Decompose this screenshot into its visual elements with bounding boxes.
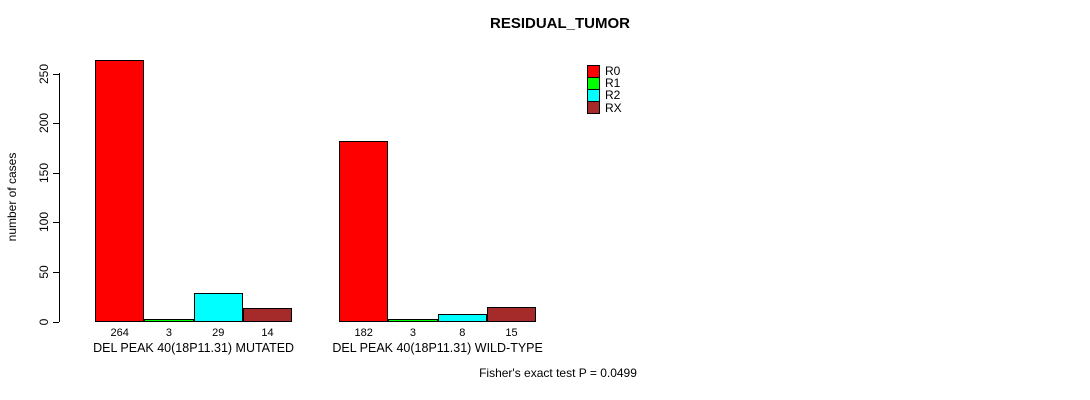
legend-label: R1	[605, 76, 621, 91]
legend-item-rx: RX	[587, 100, 622, 115]
bar-value-label: 3	[409, 327, 416, 339]
bar-value-label: 3	[165, 327, 172, 339]
y-axis-tick	[53, 222, 59, 224]
bar-r2-group1	[193, 292, 243, 323]
y-axis-tick-label: 50	[37, 265, 51, 279]
bar-value-label: 29	[212, 327, 225, 339]
y-axis-tick-label: 200	[37, 113, 51, 134]
bar-r2-group2	[437, 313, 487, 323]
legend-label: RX	[605, 100, 622, 115]
bar-value-label: 264	[110, 327, 129, 339]
chart-title: RESIDUAL_TUMOR	[489, 15, 631, 32]
y-axis-tick	[53, 271, 59, 273]
y-axis-tick-label: 150	[37, 162, 51, 183]
legend-swatch-rx	[587, 101, 600, 115]
bar-value-label: 8	[459, 327, 466, 339]
legend-swatch-r2	[587, 88, 600, 102]
category-label-group2: DEL PEAK 40(18P11.31) WILD-TYPE	[332, 341, 543, 355]
y-axis-tick	[53, 73, 59, 75]
y-axis-label: number of cases	[5, 152, 19, 242]
bar-rx-group2	[486, 306, 537, 323]
bar-r1-group1	[144, 318, 194, 323]
legend: R0 R1 R2 RX	[587, 64, 622, 115]
y-axis-tick	[53, 172, 59, 174]
bar-r1-group2	[388, 318, 438, 323]
bar-value-label: 182	[354, 327, 373, 339]
legend-label: R2	[605, 88, 621, 103]
bar-value-label: 14	[261, 327, 274, 339]
bar-r0-group1	[95, 59, 145, 323]
y-axis-tick-label: 250	[37, 63, 51, 84]
y-axis-tick-label: 100	[37, 212, 51, 233]
annotation-text: Fisher's exact test P = 0.0499	[479, 366, 637, 380]
bar-rx-group1	[242, 307, 293, 323]
legend-label: R0	[605, 64, 621, 79]
bar-r0-group2	[339, 140, 389, 323]
legend-swatch-r0	[587, 64, 600, 78]
y-axis-tick-label: 0	[37, 318, 51, 325]
category-label-group1: DEL PEAK 40(18P11.31) MUTATED	[93, 341, 295, 355]
legend-item-r2: R2	[587, 88, 622, 103]
y-axis-line	[59, 73, 60, 322]
bar-value-label: 15	[505, 327, 518, 339]
y-axis-tick	[53, 321, 59, 323]
y-axis-tick	[53, 123, 59, 125]
legend-swatch-r1	[587, 76, 600, 90]
